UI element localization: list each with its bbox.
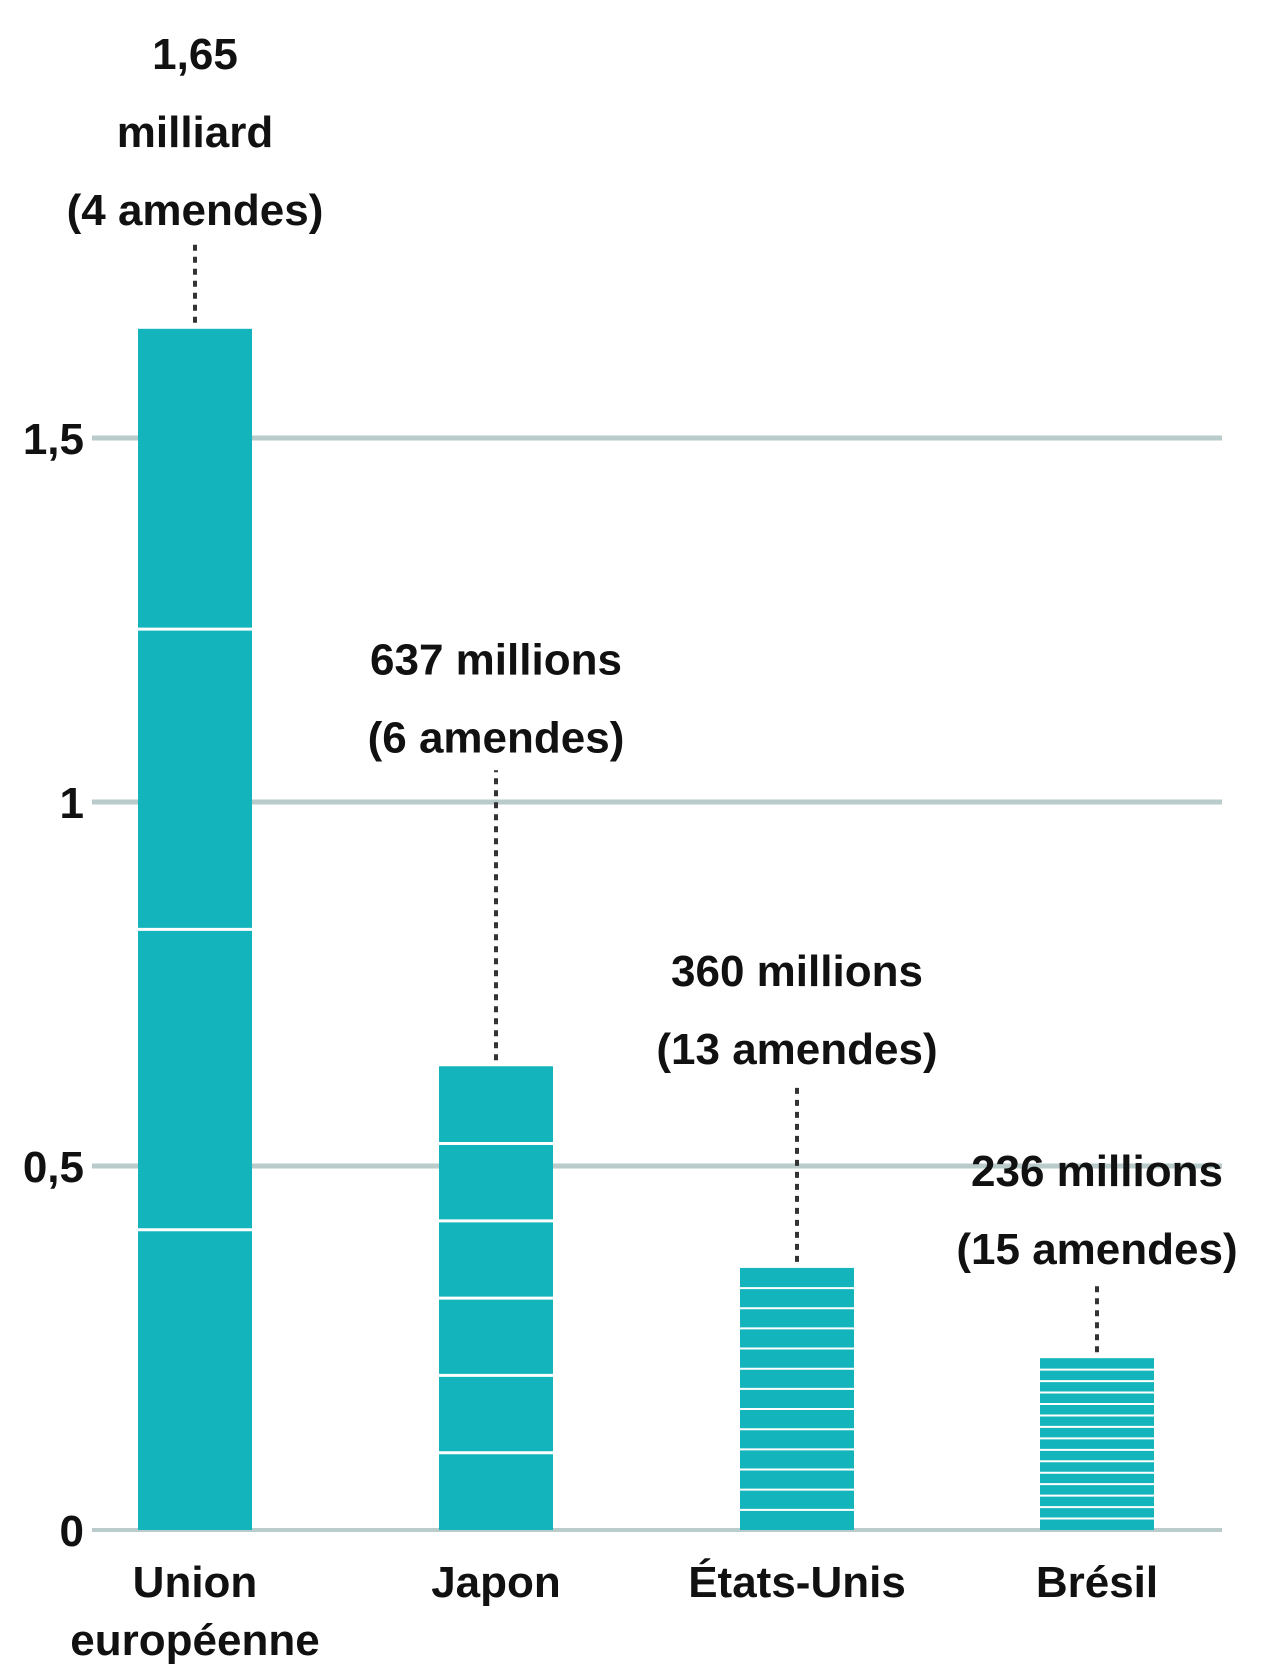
bar-2-value-label: (6 amendes) bbox=[368, 713, 625, 762]
category-label-1: européenne bbox=[70, 1616, 319, 1665]
category-label-1: Union bbox=[133, 1558, 258, 1607]
bar-3-value-label: 360 millions bbox=[671, 947, 923, 996]
bar-2-value-label: 637 millions bbox=[370, 635, 622, 684]
bar-1-value-label: milliard bbox=[117, 108, 274, 157]
bars bbox=[138, 328, 1154, 1530]
bar-4-value-label: 236 millions bbox=[971, 1147, 1223, 1196]
leader-lines bbox=[193, 242, 1099, 1353]
y-tick-label: 1,5 bbox=[23, 415, 84, 464]
bar-3-value-label: (13 amendes) bbox=[656, 1025, 937, 1074]
y-tick-label: 0 bbox=[60, 1507, 84, 1556]
category-label-3: États-Unis bbox=[688, 1557, 906, 1607]
bar-1-value-label: (4 amendes) bbox=[67, 186, 324, 235]
bar-4 bbox=[1040, 1358, 1154, 1530]
value-labels: 1,65 milliard (4 amendes) 637 millions (6 am… bbox=[67, 30, 1238, 1274]
gridlines bbox=[92, 435, 1222, 1532]
y-tick-label: 1 bbox=[60, 779, 84, 828]
category-label-2: Japon bbox=[431, 1558, 561, 1607]
x-axis-labels: Union européenne Japon États-Unis Brésil bbox=[70, 1557, 1158, 1665]
bar-4-value-label: (15 amendes) bbox=[956, 1225, 1237, 1274]
bar-1-value-label: 1,65 bbox=[152, 30, 238, 79]
bar-3 bbox=[740, 1267, 854, 1530]
y-axis: 0 0,5 1 1,5 bbox=[23, 415, 84, 1556]
category-label-4: Brésil bbox=[1036, 1558, 1158, 1607]
y-tick-label: 0,5 bbox=[23, 1143, 84, 1192]
